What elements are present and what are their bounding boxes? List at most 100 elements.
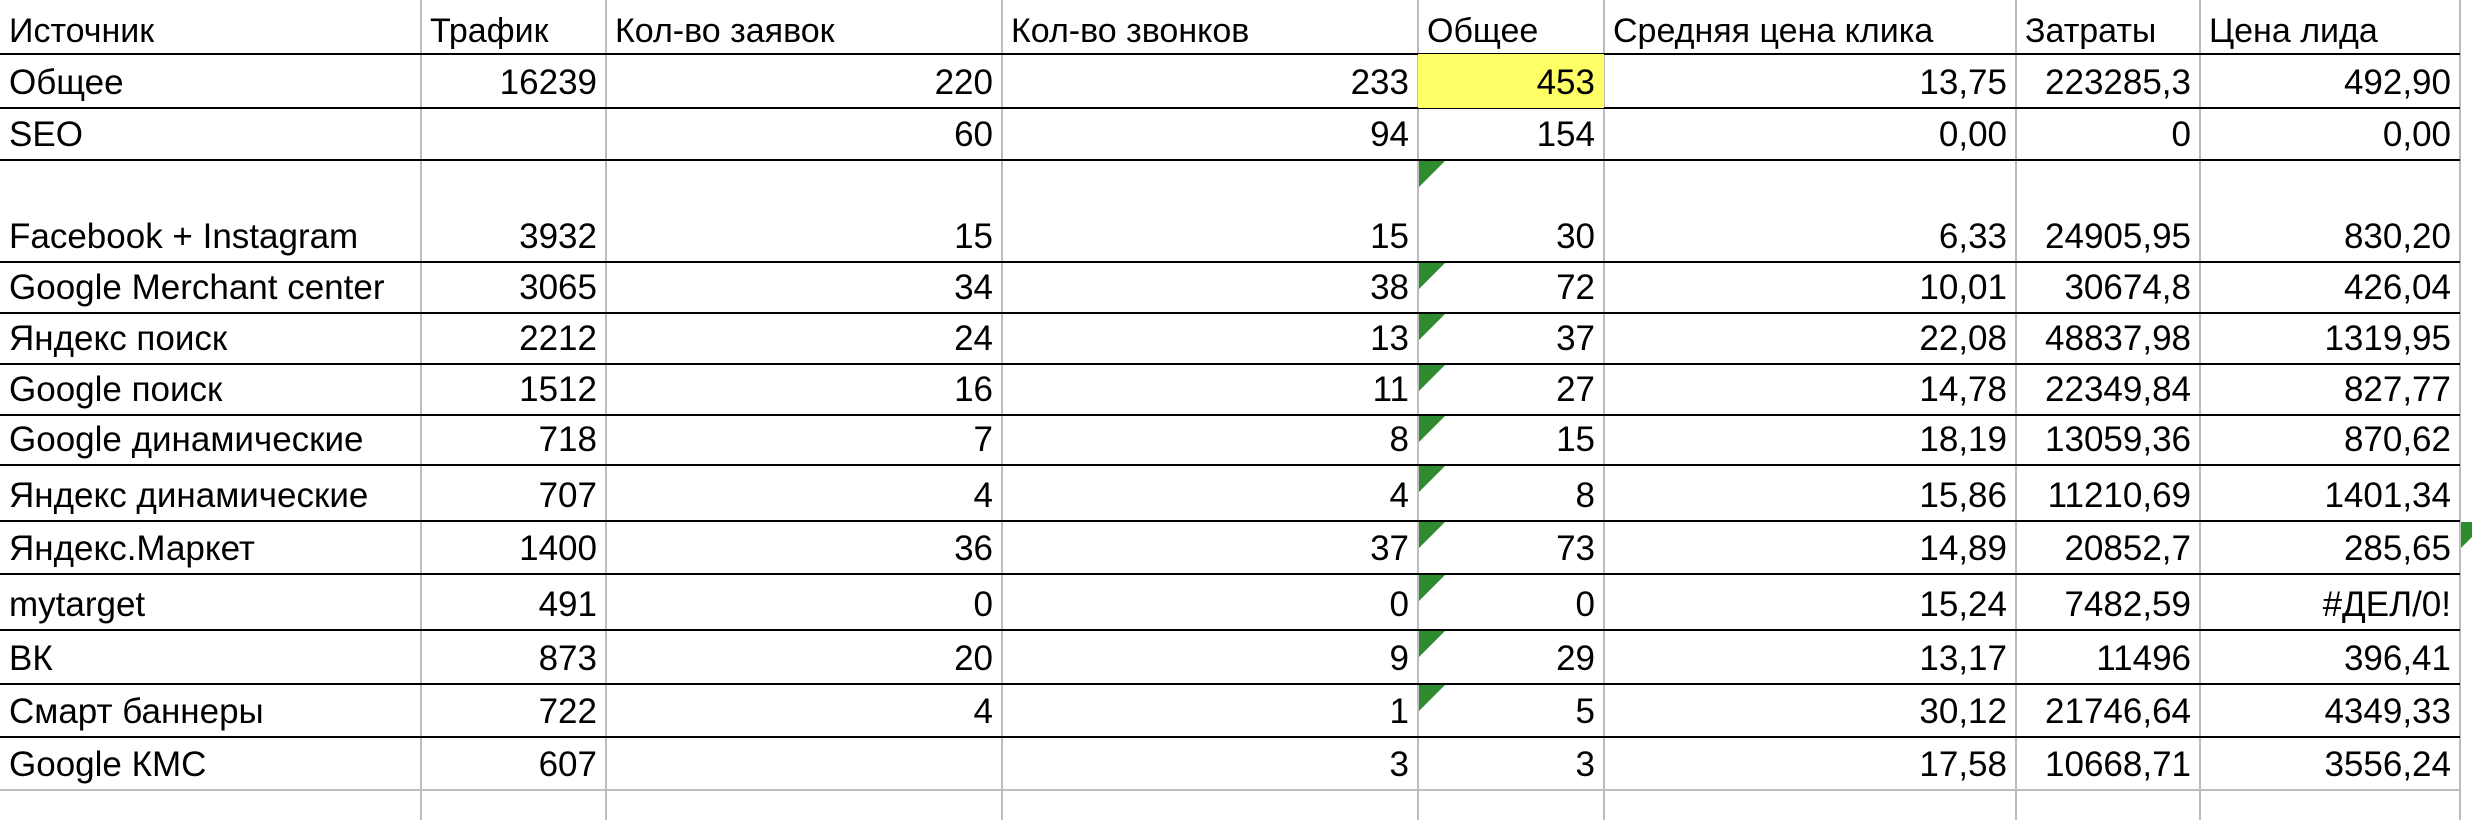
cell-requests[interactable]: 0	[973, 585, 993, 624]
cell-lead-price[interactable]: 830,20	[2343, 217, 2451, 256]
cell-total[interactable]: 154	[1536, 115, 1595, 154]
cell-lead-price[interactable]: 426,04	[2343, 268, 2451, 307]
cell-source[interactable]: Google динамические	[9, 420, 364, 459]
cell-traffic[interactable]: 1400	[519, 529, 597, 568]
cell-costs[interactable]: 11496	[2096, 639, 2191, 678]
cell-total[interactable]: 27	[1556, 370, 1595, 409]
cell-avg-click-price[interactable]: 15,86	[1919, 476, 2007, 515]
cell-requests[interactable]: 36	[954, 529, 993, 568]
header-costs[interactable]: Затраты	[2025, 12, 2157, 50]
cell-traffic[interactable]: 16239	[499, 63, 597, 102]
cell-calls[interactable]: 11	[1372, 370, 1409, 409]
cell-costs[interactable]: 30674,8	[2064, 268, 2191, 307]
cell-lead-price[interactable]: 3556,24	[2324, 745, 2451, 784]
cell-lead-price[interactable]: 1401,34	[2324, 476, 2451, 515]
cell-calls[interactable]: 4	[1389, 476, 1409, 515]
header-avg-click-price[interactable]: Средняя цена клика	[1613, 12, 1934, 50]
cell-avg-click-price[interactable]: 13,17	[1919, 639, 2007, 678]
cell-total[interactable]: 0	[1575, 585, 1595, 624]
cell-lead-price[interactable]: 285,65	[2343, 529, 2451, 568]
header-traffic[interactable]: Трафик	[430, 12, 549, 50]
cell-avg-click-price[interactable]: 6,33	[1938, 217, 2007, 256]
cell-avg-click-price[interactable]: 17,58	[1919, 745, 2007, 784]
cell-avg-click-price[interactable]: 30,12	[1919, 692, 2007, 731]
comment-marker-icon[interactable]	[1419, 365, 1445, 391]
cell-total[interactable]: 72	[1556, 268, 1595, 307]
cell-lead-price[interactable]: 0,00	[2382, 115, 2451, 154]
cell-costs[interactable]: 48837,98	[2045, 319, 2191, 358]
cell-source[interactable]: Общее	[9, 63, 124, 102]
cell-costs[interactable]: 11210,69	[2047, 476, 2191, 515]
cell-costs[interactable]: 22349,84	[2045, 370, 2191, 409]
cell-calls[interactable]: 233	[1350, 63, 1409, 102]
comment-marker-icon[interactable]	[1419, 685, 1445, 711]
cell-costs[interactable]: 7482,59	[2064, 585, 2191, 624]
cell-avg-click-price[interactable]: 0,00	[1938, 115, 2007, 154]
cell-costs[interactable]: 13059,36	[2045, 420, 2191, 459]
cell-source[interactable]: ВК	[9, 639, 53, 678]
cell-requests[interactable]	[606, 737, 1002, 790]
comment-marker-icon[interactable]	[1419, 161, 1445, 187]
cell-source[interactable]: Яндекс.Маркет	[9, 529, 255, 568]
cell-lead-price[interactable]: 492,90	[2343, 63, 2451, 102]
cell-costs[interactable]: 0	[2171, 115, 2191, 154]
cell-calls[interactable]: 38	[1370, 268, 1409, 307]
cell-lead-price[interactable]: 4349,33	[2324, 692, 2451, 731]
comment-marker-icon[interactable]	[1419, 314, 1445, 340]
cell-total[interactable]: 73	[1556, 529, 1595, 568]
cell-traffic[interactable]: 707	[538, 476, 597, 515]
cell-lead-price[interactable]: 870,62	[2343, 420, 2451, 459]
cell-traffic[interactable]: 2212	[519, 319, 597, 358]
cell-source[interactable]: SEO	[9, 115, 83, 154]
cell-total[interactable]: 30	[1556, 217, 1595, 256]
cell-requests[interactable]: 220	[934, 63, 993, 102]
cell-source[interactable]: Яндекс динамические	[9, 476, 369, 515]
cell-requests[interactable]: 4	[973, 476, 993, 515]
cell-total[interactable]: 3	[1575, 745, 1595, 784]
cell-source[interactable]: Смарт баннеры	[9, 692, 264, 731]
cell-source[interactable]: mytarget	[9, 585, 146, 624]
cell-calls[interactable]: 15	[1370, 217, 1409, 256]
cell-calls[interactable]: 1	[1389, 692, 1409, 731]
header-source[interactable]: Источник	[9, 12, 155, 50]
cell-calls[interactable]: 3	[1389, 745, 1409, 784]
comment-marker-icon[interactable]	[1419, 263, 1445, 289]
cell-calls[interactable]: 8	[1389, 420, 1409, 459]
cell-traffic[interactable]: 718	[538, 420, 597, 459]
cell-avg-click-price[interactable]: 10,01	[1919, 268, 2007, 307]
cell-traffic[interactable]: 3065	[519, 268, 597, 307]
cell-avg-click-price[interactable]: 14,78	[1919, 370, 2007, 409]
comment-marker-icon[interactable]	[1419, 416, 1445, 442]
header-calls[interactable]: Кол-во звонков	[1011, 12, 1250, 50]
header-total[interactable]: Общее	[1427, 12, 1539, 50]
cell-traffic[interactable]	[421, 108, 606, 160]
comment-marker-icon[interactable]	[1419, 522, 1445, 548]
comment-marker-icon[interactable]	[1419, 575, 1445, 601]
comment-marker-icon[interactable]	[1419, 466, 1445, 492]
cell-lead-price[interactable]: 827,77	[2343, 370, 2451, 409]
cell-requests[interactable]: 15	[954, 217, 993, 256]
cell-requests[interactable]: 4	[973, 692, 993, 731]
cell-requests[interactable]: 60	[954, 115, 993, 154]
cell-calls[interactable]: 94	[1370, 115, 1409, 154]
cell-total-highlighted[interactable]: 453	[1418, 54, 1604, 108]
comment-marker-icon[interactable]	[2461, 522, 2472, 548]
cell-requests[interactable]: 16	[954, 370, 993, 409]
cell-traffic[interactable]: 607	[538, 745, 597, 784]
cell-source[interactable]: Google поиск	[9, 370, 223, 409]
cell-avg-click-price[interactable]: 14,89	[1919, 529, 2007, 568]
cell-calls[interactable]: 0	[1389, 585, 1409, 624]
cell-lead-price[interactable]: 1319,95	[2324, 319, 2451, 358]
cell-total[interactable]: 15	[1556, 420, 1595, 459]
cell-avg-click-price[interactable]: 13,75	[1919, 63, 2007, 102]
cell-requests[interactable]: 24	[954, 319, 993, 358]
cell-traffic[interactable]: 873	[538, 639, 597, 678]
cell-source[interactable]: Google КМС	[9, 745, 207, 784]
comment-marker-icon[interactable]	[1419, 631, 1445, 657]
cell-source[interactable]: Яндекс поиск	[9, 319, 228, 358]
cell-lead-price[interactable]: #ДЕЛ/0!	[2322, 585, 2451, 624]
cell-costs[interactable]: 20852,7	[2064, 529, 2191, 568]
cell-requests[interactable]: 7	[973, 420, 993, 459]
cell-source[interactable]: Google Merchant center	[9, 268, 385, 307]
cell-costs[interactable]: 24905,95	[2045, 217, 2191, 256]
